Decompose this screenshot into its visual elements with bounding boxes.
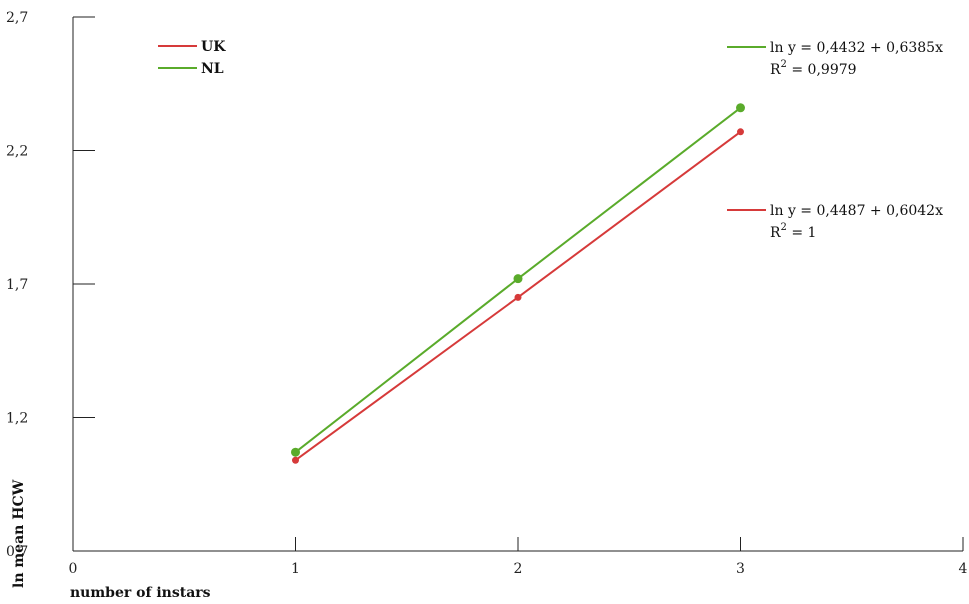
y-tick-label: 2,2	[6, 144, 28, 160]
r-squared-text: R2 = 1	[770, 222, 816, 241]
data-point	[291, 447, 300, 457]
y-tick-label: 1,7	[6, 277, 28, 293]
legend-label: UK	[201, 39, 226, 55]
data-point	[737, 128, 744, 136]
x-axis-title: number of instars	[70, 585, 211, 601]
y-tick-label: 1,2	[6, 411, 28, 427]
legend-label: NL	[201, 61, 224, 77]
y-axis-title: ln mean HCW	[11, 479, 27, 588]
x-tick-label: 1	[291, 561, 300, 577]
series-uk	[292, 128, 744, 464]
y-ticks: 0,7 1,2 1,7 2,2 2,7	[6, 10, 95, 560]
data-point	[736, 103, 745, 113]
equation-text: ln y = 0,4487 + 0,6042x	[770, 203, 943, 219]
data-point	[292, 456, 299, 464]
x-tick-label: 3	[736, 561, 745, 577]
data-point	[514, 293, 522, 301]
legend: UK NL	[158, 39, 226, 77]
y-tick-label: 0,7	[6, 544, 28, 560]
r-squared-text: R2 = 0,9979	[770, 59, 857, 78]
x-tick-label: 2	[514, 561, 523, 577]
equation-uk: ln y = 0,4487 + 0,6042x R2 = 1	[727, 203, 943, 241]
x-tick-label: 4	[959, 561, 968, 577]
series-nl	[291, 103, 745, 457]
equation-nl: ln y = 0,4432 + 0,6385x R2 = 0,9979	[727, 40, 943, 78]
data-point	[513, 274, 523, 284]
equation-text: ln y = 0,4432 + 0,6385x	[770, 40, 943, 56]
x-tick-label: 0	[69, 561, 78, 577]
x-ticks: 0 1 2 3 4	[69, 537, 968, 577]
y-tick-label: 2,7	[6, 10, 28, 26]
series-layer	[291, 103, 745, 464]
